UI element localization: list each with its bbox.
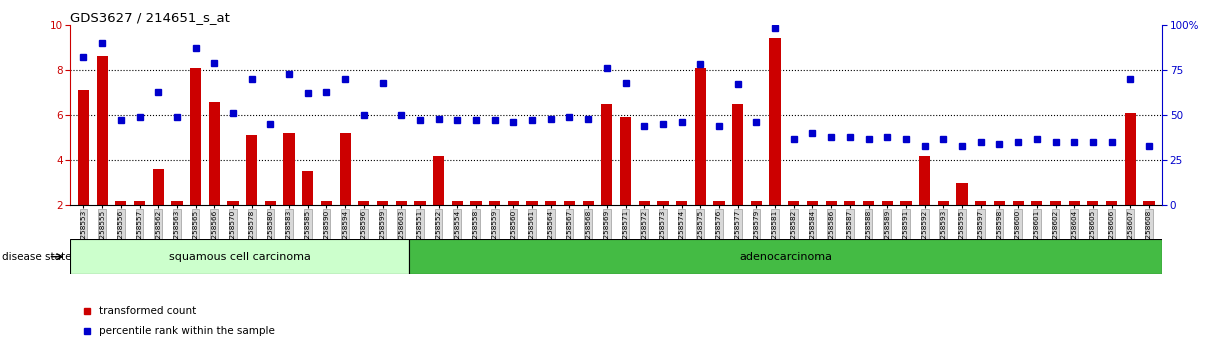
Bar <box>657 201 668 205</box>
Bar <box>415 201 426 205</box>
Text: percentile rank within the sample: percentile rank within the sample <box>99 326 275 336</box>
Bar <box>602 104 613 205</box>
Bar <box>1087 201 1099 205</box>
Bar <box>1069 201 1080 205</box>
Bar <box>582 201 594 205</box>
Bar <box>713 201 724 205</box>
Bar <box>78 90 89 205</box>
Text: adenocarcinoma: adenocarcinoma <box>739 252 832 262</box>
Bar <box>395 201 406 205</box>
Bar <box>471 201 482 205</box>
Bar <box>1031 201 1042 205</box>
Bar <box>1106 201 1117 205</box>
Text: disease state: disease state <box>2 252 72 262</box>
Bar <box>1144 201 1155 205</box>
Bar <box>97 56 108 205</box>
Bar <box>564 201 575 205</box>
Bar <box>695 68 706 205</box>
Bar <box>264 201 277 205</box>
Bar <box>451 201 463 205</box>
Bar <box>526 201 537 205</box>
Bar <box>938 201 949 205</box>
Bar <box>489 201 500 205</box>
Bar <box>788 201 799 205</box>
Text: squamous cell carcinoma: squamous cell carcinoma <box>169 252 311 262</box>
Bar <box>1013 201 1024 205</box>
Bar <box>377 201 388 205</box>
Bar <box>340 133 351 205</box>
Bar <box>733 104 744 205</box>
Text: transformed count: transformed count <box>99 306 197 316</box>
Bar <box>844 201 855 205</box>
Bar <box>209 102 220 205</box>
Bar <box>919 156 930 205</box>
Bar <box>545 201 557 205</box>
Bar <box>826 201 837 205</box>
Bar <box>975 201 986 205</box>
Bar <box>70 239 409 274</box>
Bar <box>807 201 818 205</box>
Bar <box>284 133 295 205</box>
Bar <box>862 201 875 205</box>
Bar <box>302 171 313 205</box>
Bar <box>358 201 370 205</box>
Bar <box>993 201 1006 205</box>
Bar <box>246 135 257 205</box>
Bar <box>508 201 519 205</box>
Bar <box>1124 113 1135 205</box>
Bar <box>433 156 444 205</box>
Bar <box>638 201 650 205</box>
Bar <box>115 201 126 205</box>
Bar <box>676 201 688 205</box>
Bar <box>321 201 332 205</box>
Bar <box>751 201 762 205</box>
Bar <box>153 169 164 205</box>
Bar <box>900 201 911 205</box>
Bar <box>1050 201 1061 205</box>
Bar <box>956 183 968 205</box>
Bar <box>769 38 781 205</box>
Bar <box>171 201 182 205</box>
Bar <box>409 239 1162 274</box>
Text: GDS3627 / 214651_s_at: GDS3627 / 214651_s_at <box>70 11 230 24</box>
Bar <box>227 201 239 205</box>
Bar <box>882 201 893 205</box>
Bar <box>190 68 201 205</box>
Bar <box>620 117 631 205</box>
Bar <box>133 201 146 205</box>
